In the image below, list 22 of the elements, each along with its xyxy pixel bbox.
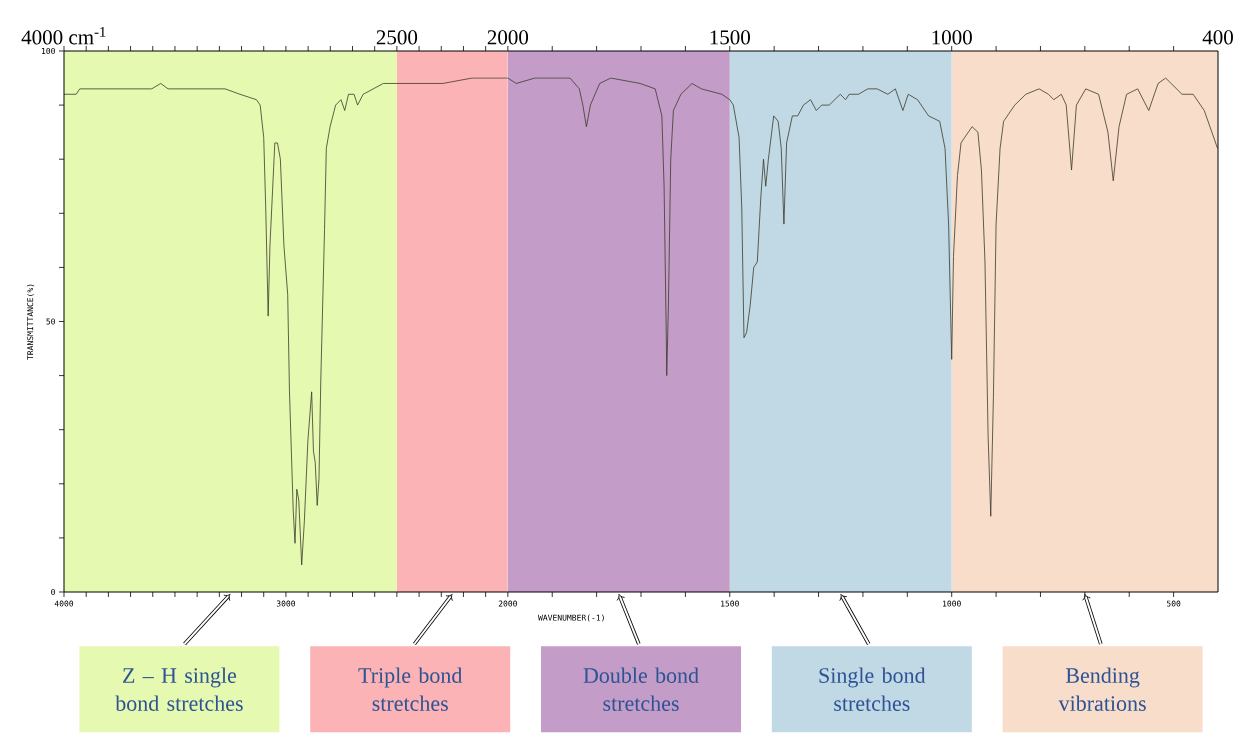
x-tick-label: 1000 xyxy=(943,600,961,607)
x2-tick-label: 4000 cm$^{-1}$ xyxy=(21,27,106,45)
x2-tick-label: 1000 xyxy=(932,30,972,45)
y-tick-label: 0 xyxy=(51,588,55,596)
x2-tick-label: 2000 xyxy=(487,30,529,45)
x-tick-label: 4000 xyxy=(54,600,74,607)
y-tick-label: 100 xyxy=(41,47,55,55)
x-tick-label: 1500 xyxy=(721,600,739,607)
band-label: Double bond stretches xyxy=(583,667,699,711)
y-axis-title: TRANSMITTANCE(%) xyxy=(27,284,35,360)
x-axis-title: WAVENUMBER(-1) xyxy=(538,614,604,622)
y-tick-label: 50 xyxy=(46,318,55,325)
band-label: Z – H single bond stretches xyxy=(115,667,243,711)
x-tick-label: 500 xyxy=(1166,600,1181,607)
band-label: Bending vibrations xyxy=(1058,667,1146,711)
band-label: Single bond stretches xyxy=(819,667,926,711)
x2-tick-label: 400 xyxy=(1202,30,1233,45)
x-tick-label: 3000 xyxy=(276,600,296,607)
x2-tick-label: 2500 xyxy=(376,30,418,45)
x-tick-label: 2000 xyxy=(498,600,517,607)
x2-tick-label: 1500 xyxy=(710,30,750,45)
band-label: Triple bond stretches xyxy=(358,667,463,711)
